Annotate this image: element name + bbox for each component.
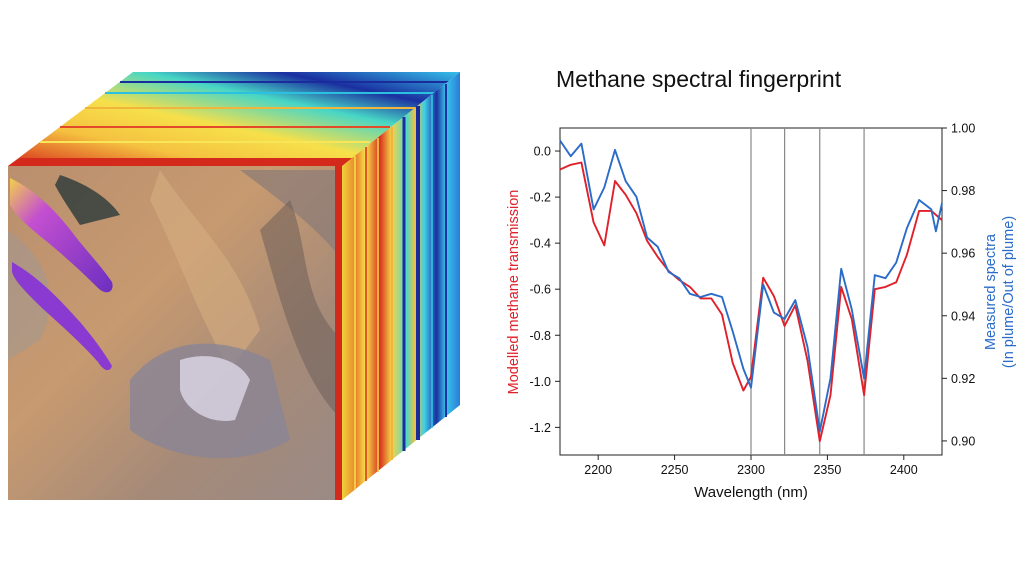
x-tick-label: 2300 [737, 463, 765, 477]
modelled-transmission-line [559, 161, 943, 443]
x-tick-label: 2350 [813, 463, 841, 477]
cube-side-face [342, 72, 460, 500]
y-tick-label-right: 0.90 [951, 434, 975, 448]
y-axis-label-right-2: (In plume/Out of plume) [1001, 216, 1017, 368]
y-tick-label-right: 0.92 [951, 372, 975, 386]
x-tick-label: 2200 [584, 463, 612, 477]
chart-title: Methane spectral fingerprint [556, 66, 842, 92]
hyperspectral-cube-image [8, 72, 460, 500]
x-tick-label: 2400 [890, 463, 918, 477]
y-tick-label-left: -0.8 [529, 329, 551, 343]
y-axis-label-left: Modelled methane transmission [506, 190, 522, 395]
cube-top-stripes [40, 81, 450, 143]
y-tick-label-right: 0.96 [951, 247, 975, 261]
y-tick-label-left: -1.2 [529, 421, 551, 435]
y-tick-label-left: -0.2 [529, 191, 551, 205]
y-axis-label-right-1: Measured spectra [983, 233, 999, 350]
cube-right-edge [335, 166, 342, 500]
measured-spectra-line [559, 139, 943, 433]
methane-plume [10, 178, 113, 371]
y-tick-label-left: 0.0 [534, 145, 551, 159]
cube-top-edge [8, 158, 352, 166]
y-tick-label-right: 1.00 [951, 122, 975, 136]
y-tick-label-left: -1.0 [529, 375, 551, 389]
x-tick-label: 2250 [661, 463, 689, 477]
y-tick-label-right: 0.94 [951, 309, 975, 323]
y-tick-label-left: -0.4 [529, 237, 551, 251]
cube-front-texture [8, 170, 342, 459]
y-tick-label-left: -0.6 [529, 283, 551, 297]
y-tick-label-right: 0.98 [951, 184, 975, 198]
cube-side-stripes [354, 84, 447, 490]
x-axis-label: Wavelength (nm) [694, 484, 808, 501]
